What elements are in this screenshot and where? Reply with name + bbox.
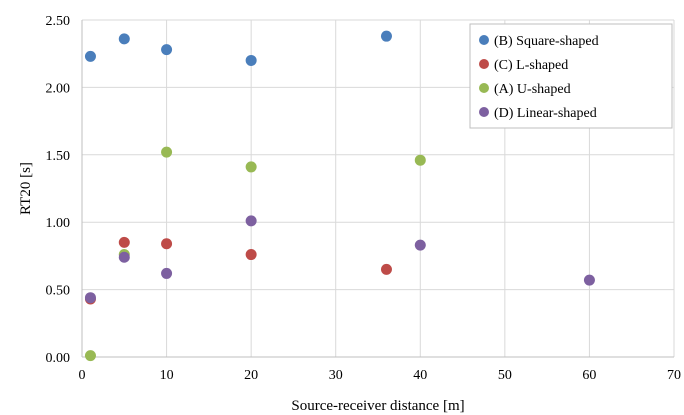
y-tick-label: 0.00 — [46, 351, 71, 366]
x-tick-label: 50 — [498, 368, 512, 383]
legend-label: (D) Linear-shaped — [494, 106, 597, 121]
data-point-series-0 — [161, 44, 173, 56]
data-point-series-3 — [161, 267, 173, 279]
data-point-series-1 — [245, 249, 257, 261]
data-point-series-3 — [414, 239, 426, 251]
x-tick-label: 20 — [244, 368, 258, 383]
x-tick-label: 60 — [582, 368, 596, 383]
legend-label: (A) U-shaped — [494, 82, 571, 97]
data-point-series-0 — [118, 33, 130, 45]
data-point-series-2 — [245, 161, 257, 173]
data-point-series-0 — [380, 30, 392, 42]
legend-label: (B) Square-shaped — [494, 34, 599, 49]
axes — [81, 20, 674, 358]
x-tick-label: 30 — [329, 368, 343, 383]
legend-marker — [479, 107, 489, 117]
data-points — [84, 30, 595, 362]
y-tick-label: 2.00 — [46, 81, 71, 96]
x-axis-title: Source-receiver distance [m] — [291, 398, 464, 414]
data-point-series-1 — [380, 263, 392, 275]
legend-marker — [479, 35, 489, 45]
x-tick-label: 0 — [79, 368, 86, 383]
data-point-series-3 — [245, 215, 257, 227]
legend: (B) Square-shaped (C) L-shaped (A) U-shape… — [469, 23, 673, 129]
y-tick-label: 2.50 — [46, 14, 71, 29]
data-point-series-0 — [245, 54, 257, 66]
legend-marker — [479, 83, 489, 93]
data-point-series-3 — [84, 292, 96, 304]
data-point-series-3 — [583, 274, 595, 286]
x-tick-label: 70 — [667, 368, 681, 383]
y-tick-label: 0.50 — [46, 284, 71, 299]
data-point-series-1 — [118, 236, 130, 248]
data-point-series-2 — [161, 146, 173, 158]
data-point-series-3 — [118, 251, 130, 263]
y-tick-label: 1.00 — [46, 216, 71, 231]
y-axis-title: RT20 [s] — [18, 162, 34, 215]
data-point-series-0 — [84, 50, 96, 62]
data-point-series-1 — [161, 238, 173, 250]
tick-labels: 0 10 20 30 40 50 60 70 0.00 0.50 1.00 1.50 2.00 2.50 — [46, 14, 682, 383]
x-tick-label: 10 — [160, 368, 174, 383]
y-tick-label: 1.50 — [46, 149, 71, 164]
x-tick-label: 40 — [413, 368, 427, 383]
data-point-series-2 — [84, 350, 96, 362]
legend-label: (C) L-shaped — [494, 58, 568, 73]
legend-box — [469, 23, 673, 129]
legend-marker — [479, 59, 489, 69]
data-point-series-2 — [414, 154, 426, 166]
